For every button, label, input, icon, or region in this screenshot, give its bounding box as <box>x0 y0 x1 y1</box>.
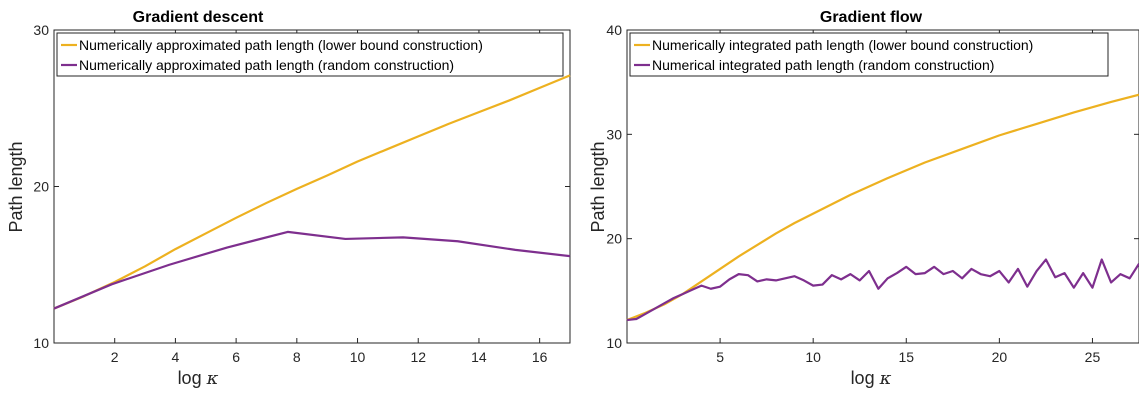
y-tick-label: 10 <box>33 335 49 351</box>
y-tick-label: 10 <box>606 335 622 351</box>
gradient-descent-panel: Gradient descent 2 4 6 8 10 12 14 16 10 20 30 Numer… <box>6 9 571 389</box>
y-tick-label: 40 <box>606 22 622 38</box>
x-tick-label: 20 <box>992 349 1008 365</box>
x-tick-label: 6 <box>232 349 240 365</box>
legend-box <box>629 32 1109 77</box>
y-axis-label-group: Path length <box>6 141 26 232</box>
x-tick-label: 12 <box>410 349 426 365</box>
x-axis-label-text: log <box>178 368 202 388</box>
axes-box <box>53 29 571 344</box>
legend-entry: Numerically approximated path length (ra… <box>79 57 454 73</box>
gradient-flow-panel: Gradient flow 5 10 15 20 25 10 20 30 40 Numerical… <box>588 9 1139 389</box>
y-tick-label: 30 <box>33 22 49 38</box>
y-tick-label: 20 <box>606 231 622 247</box>
x-tick-label: 4 <box>172 349 180 365</box>
legend-entry: Numerically approximated path length (lo… <box>79 37 483 53</box>
legend: Numerically integrated path length (lowe… <box>629 32 1109 77</box>
x-tick-label: 15 <box>898 349 914 365</box>
x-axis-label: log κ <box>178 368 219 389</box>
y-tick-label: 20 <box>33 179 49 195</box>
series-line-lower-bound <box>53 74 571 310</box>
axes-box <box>626 29 1139 344</box>
x-tick-label: 5 <box>716 349 724 365</box>
plot-area: 2 4 6 8 10 12 14 16 10 20 30 Numerically approximat… <box>33 22 571 365</box>
legend-box <box>56 32 564 77</box>
legend-entry: Numerically integrated path length (lowe… <box>652 37 1033 53</box>
plot-area: 5 10 15 20 25 10 20 30 40 Numerically integrated … <box>606 22 1139 365</box>
x-tick-label: 10 <box>350 349 366 365</box>
y-axis-label: Path length <box>588 141 608 232</box>
x-axis-label: log κ <box>851 368 892 389</box>
kappa-symbol: κ <box>206 368 219 389</box>
x-axis-label-text: log <box>851 368 875 388</box>
x-tick-label: 2 <box>111 349 119 365</box>
series-line-random <box>626 258 1139 322</box>
legend-entry: Numerical integrated path length (random… <box>652 57 994 73</box>
chart-title: Gradient descent <box>133 9 264 26</box>
y-axis-label-group: Path length <box>588 141 608 232</box>
series-line-random <box>53 230 571 310</box>
y-tick-label: 30 <box>606 126 622 142</box>
kappa-symbol: κ <box>879 368 892 389</box>
x-tick-label: 10 <box>805 349 821 365</box>
x-tick-label: 8 <box>293 349 301 365</box>
x-tick-label: 16 <box>532 349 548 365</box>
legend: Numerically approximated path length (lo… <box>56 32 564 77</box>
chart-title: Gradient flow <box>820 9 923 26</box>
x-tick-label: 25 <box>1085 349 1101 365</box>
y-axis-label: Path length <box>6 141 26 232</box>
x-tick-label: 14 <box>471 349 487 365</box>
